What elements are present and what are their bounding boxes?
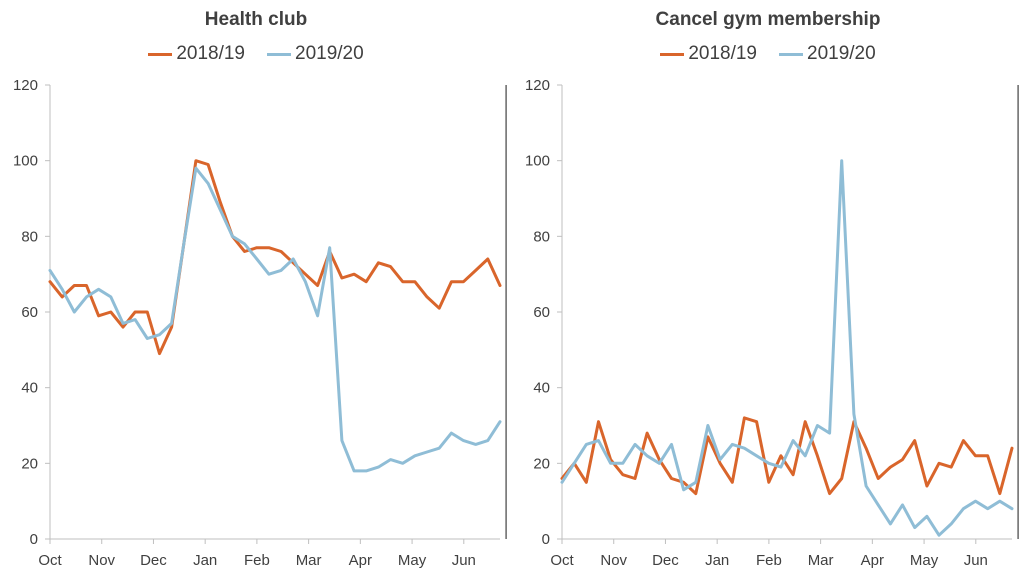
y-tick-label: 120 <box>13 77 38 94</box>
plot-area: 0 20 40 60 80 100 120 Oct Nov Dec Jan Feb Mar Apr May J… <box>525 77 1019 569</box>
legend-label: 2018/19 <box>176 43 245 64</box>
x-tick-label: Oct <box>550 552 574 569</box>
chart-title: Health club <box>204 9 308 30</box>
legend-swatch-2019-20 <box>779 52 803 56</box>
x-tick-label: Jan <box>705 552 729 569</box>
legend: 2018/19 2019/20 <box>0 43 512 65</box>
x-tick-label: Feb <box>244 552 270 569</box>
y-tick-label: 80 <box>21 228 38 245</box>
x-tick-label: Feb <box>756 552 782 569</box>
plot-area: 0 20 40 60 80 100 120 Oct Nov Dec Jan Feb Mar Apr May J… <box>13 77 507 569</box>
x-tick-label: Apr <box>861 552 884 569</box>
x-tick-label: Mar <box>808 552 834 569</box>
y-tick-label: 100 <box>13 153 38 170</box>
y-tick-label: 40 <box>21 380 38 397</box>
x-tick-label: Apr <box>349 552 372 569</box>
x-tick-label: Mar <box>296 552 322 569</box>
x-tick-label: May <box>398 552 427 569</box>
y-tick-label: 0 <box>30 531 38 548</box>
chart-cancel-gym-membership: Cancel gym membership 2018/19 2019/20 0 2… <box>512 0 1024 576</box>
series-line-2018-19 <box>48 159 502 356</box>
legend-item-2018-19: 2018/19 <box>660 43 757 65</box>
legend-swatch-2018-19 <box>660 52 685 56</box>
y-tick-label: 80 <box>533 228 550 245</box>
y-tick-label: 60 <box>21 304 38 321</box>
y-tick-label: 20 <box>533 455 550 472</box>
y-tick-label: 60 <box>533 304 550 321</box>
x-tick-label: Nov <box>600 552 627 569</box>
series-line-2019-20 <box>48 166 502 473</box>
y-tick-label: 20 <box>21 455 38 472</box>
x-tick-label: Oct <box>38 552 62 569</box>
y-tick-label: 0 <box>542 531 550 548</box>
series-line-2018-19 <box>560 416 1014 496</box>
legend-label: 2018/19 <box>688 43 757 64</box>
chart-title: Cancel gym membership <box>655 9 881 30</box>
y-tick-label: 100 <box>525 153 550 170</box>
x-tick-label: May <box>910 552 939 569</box>
legend-item-2018-19: 2018/19 <box>148 43 245 65</box>
legend-item-2019-20: 2019/20 <box>267 43 364 65</box>
series-line-2019-20 <box>560 159 1014 537</box>
x-tick-label: Nov <box>88 552 115 569</box>
legend-label: 2019/20 <box>807 43 876 64</box>
legend-item-2019-20: 2019/20 <box>779 43 876 65</box>
legend-swatch-2018-19 <box>148 52 173 56</box>
x-tick-label: Jun <box>964 552 988 569</box>
x-tick-label: Jun <box>452 552 476 569</box>
legend-label: 2019/20 <box>295 43 364 64</box>
x-tick-label: Dec <box>652 552 679 569</box>
legend-swatch-2019-20 <box>267 52 291 56</box>
x-tick-label: Dec <box>140 552 167 569</box>
y-tick-label: 40 <box>533 380 550 397</box>
y-tick-label: 120 <box>525 77 550 94</box>
legend: 2018/19 2019/20 <box>512 43 1024 65</box>
chart-health-club: Health club 2018/19 2019/20 0 20 40 60 80 100… <box>0 9 512 569</box>
x-tick-label: Jan <box>193 552 217 569</box>
